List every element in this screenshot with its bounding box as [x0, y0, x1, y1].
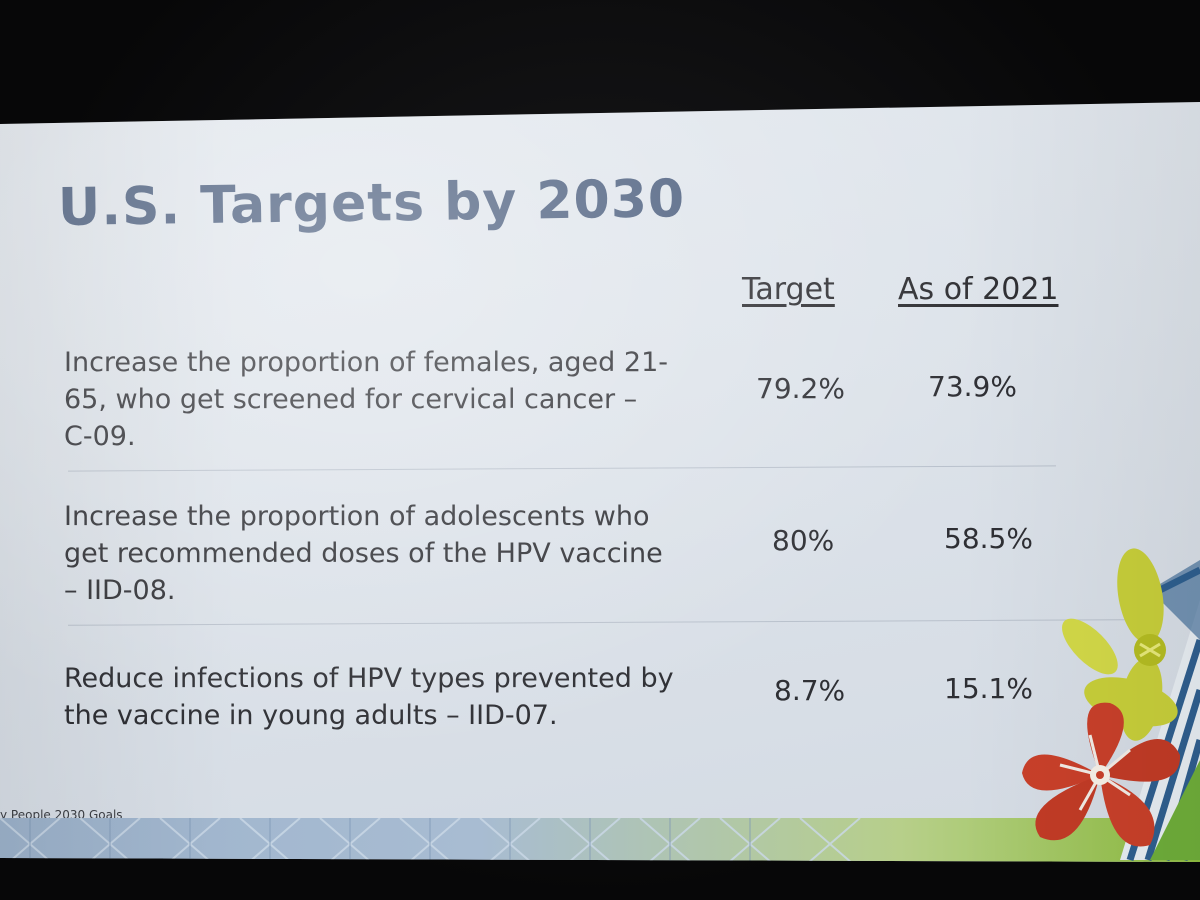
target-value-row-3: 8.7%	[774, 674, 846, 707]
as-of-value-row-1: 73.9%	[928, 370, 1017, 403]
goal-text-row-2: Increase the proportion of adolescents w…	[64, 501, 663, 606]
hibiscus-flower-icon	[1022, 702, 1181, 847]
yellow-flower-icon	[1062, 548, 1178, 741]
target-value-row-2: 80%	[772, 524, 835, 557]
goal-text-row-1: Increase the proportion of females, aged…	[64, 347, 668, 452]
as-of-value-row-2: 58.5%	[944, 522, 1033, 555]
as-of-value-row-3: 15.1%	[944, 672, 1033, 705]
target-value-row-1: 79.2%	[756, 372, 845, 405]
column-header-as-of: As of 2021	[898, 272, 1059, 307]
goal-text-row-3: Reduce infections of HPV types prevented…	[64, 663, 674, 731]
column-header-target: Target	[742, 272, 835, 307]
